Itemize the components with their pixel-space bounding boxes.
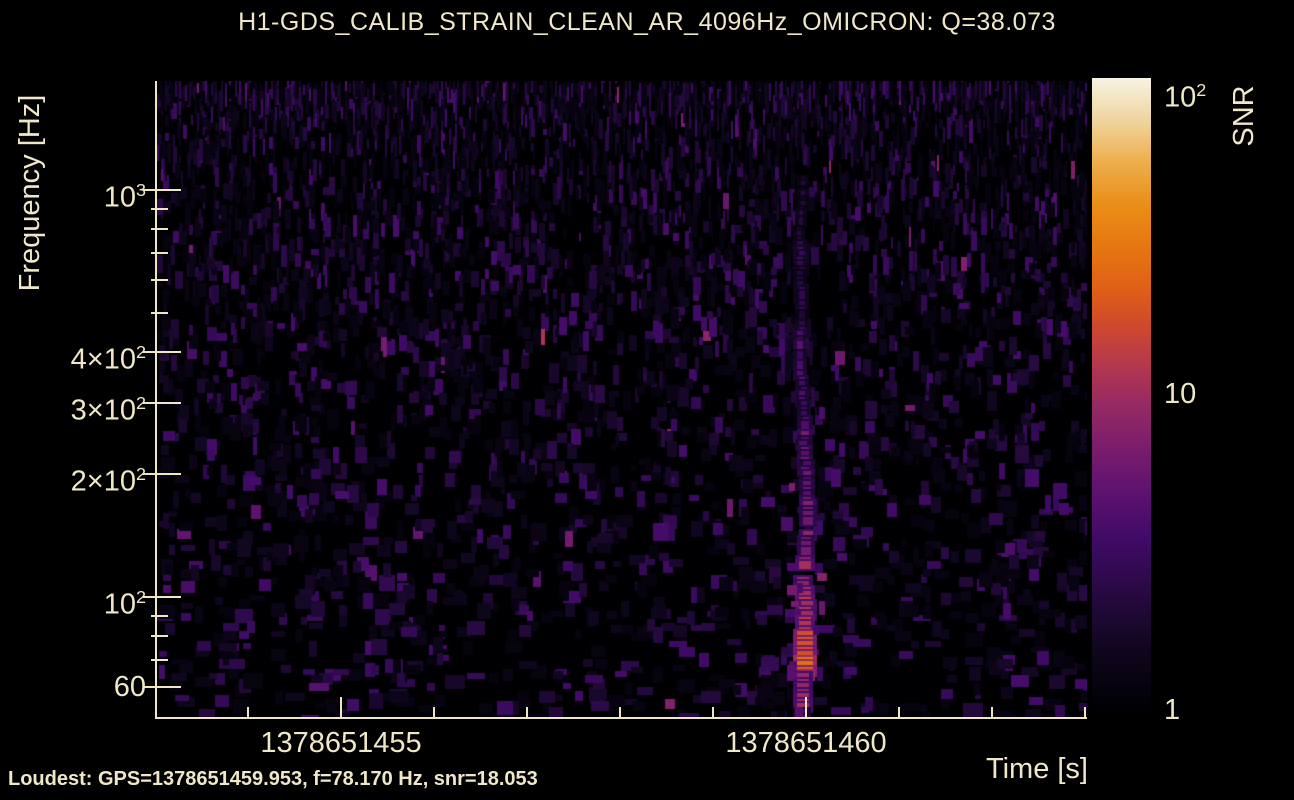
x-minor-tick [1084,707,1086,717]
y-major-tick [143,686,181,689]
x-minor-tick [619,707,621,717]
colorbar-tick-label: 10 [1164,378,1197,410]
y-major-tick [143,596,181,598]
y-minor-tick [151,228,168,231]
spectrogram-canvas [157,81,1087,717]
x-tick-label: 1378651460 [725,727,887,759]
y-minor-tick [151,311,168,314]
x-minor-tick [991,707,993,717]
x-minor-tick [712,707,714,717]
y-major-tick [143,189,181,191]
x-axis-title: Time [s] [985,753,1088,785]
y-minor-tick [151,279,168,282]
x-tick-label: 1378651455 [260,727,422,759]
x-minor-tick [526,707,528,717]
y-minor-tick [151,207,168,210]
y-minor-tick [151,252,168,255]
x-minor-tick [247,707,249,717]
y-tick-label: 4×102 [70,341,146,376]
y-tick-label: 103 [103,180,146,214]
y-minor-tick [151,614,168,617]
spectrogram-plot-area [155,81,1087,719]
y-tick-label: 3×102 [70,392,146,427]
y-major-tick [143,350,181,353]
y-tick-label: 102 [103,587,146,621]
loudest-event-readout: Loudest: GPS=1378651459.953, f=78.170 Hz… [8,768,538,790]
colorbar [1092,78,1151,710]
colorbar-tick-label: 1 [1164,694,1181,726]
colorbar-tick-label: 102 [1164,80,1207,114]
y-tick-label: 60 [113,671,146,704]
x-minor-tick [433,707,435,717]
y-tick-label: 2×102 [70,464,146,499]
y-minor-tick [151,635,168,638]
x-major-tick [340,697,342,717]
plot-title: H1-GDS_CALIB_STRAIN_CLEAN_AR_4096Hz_OMIC… [238,8,1056,36]
y-minor-tick [151,659,168,662]
y-major-tick [143,401,181,404]
x-minor-tick [898,707,900,717]
colorbar-title: SNR [1228,85,1260,147]
x-major-tick [805,697,807,717]
y-major-tick [143,473,181,476]
